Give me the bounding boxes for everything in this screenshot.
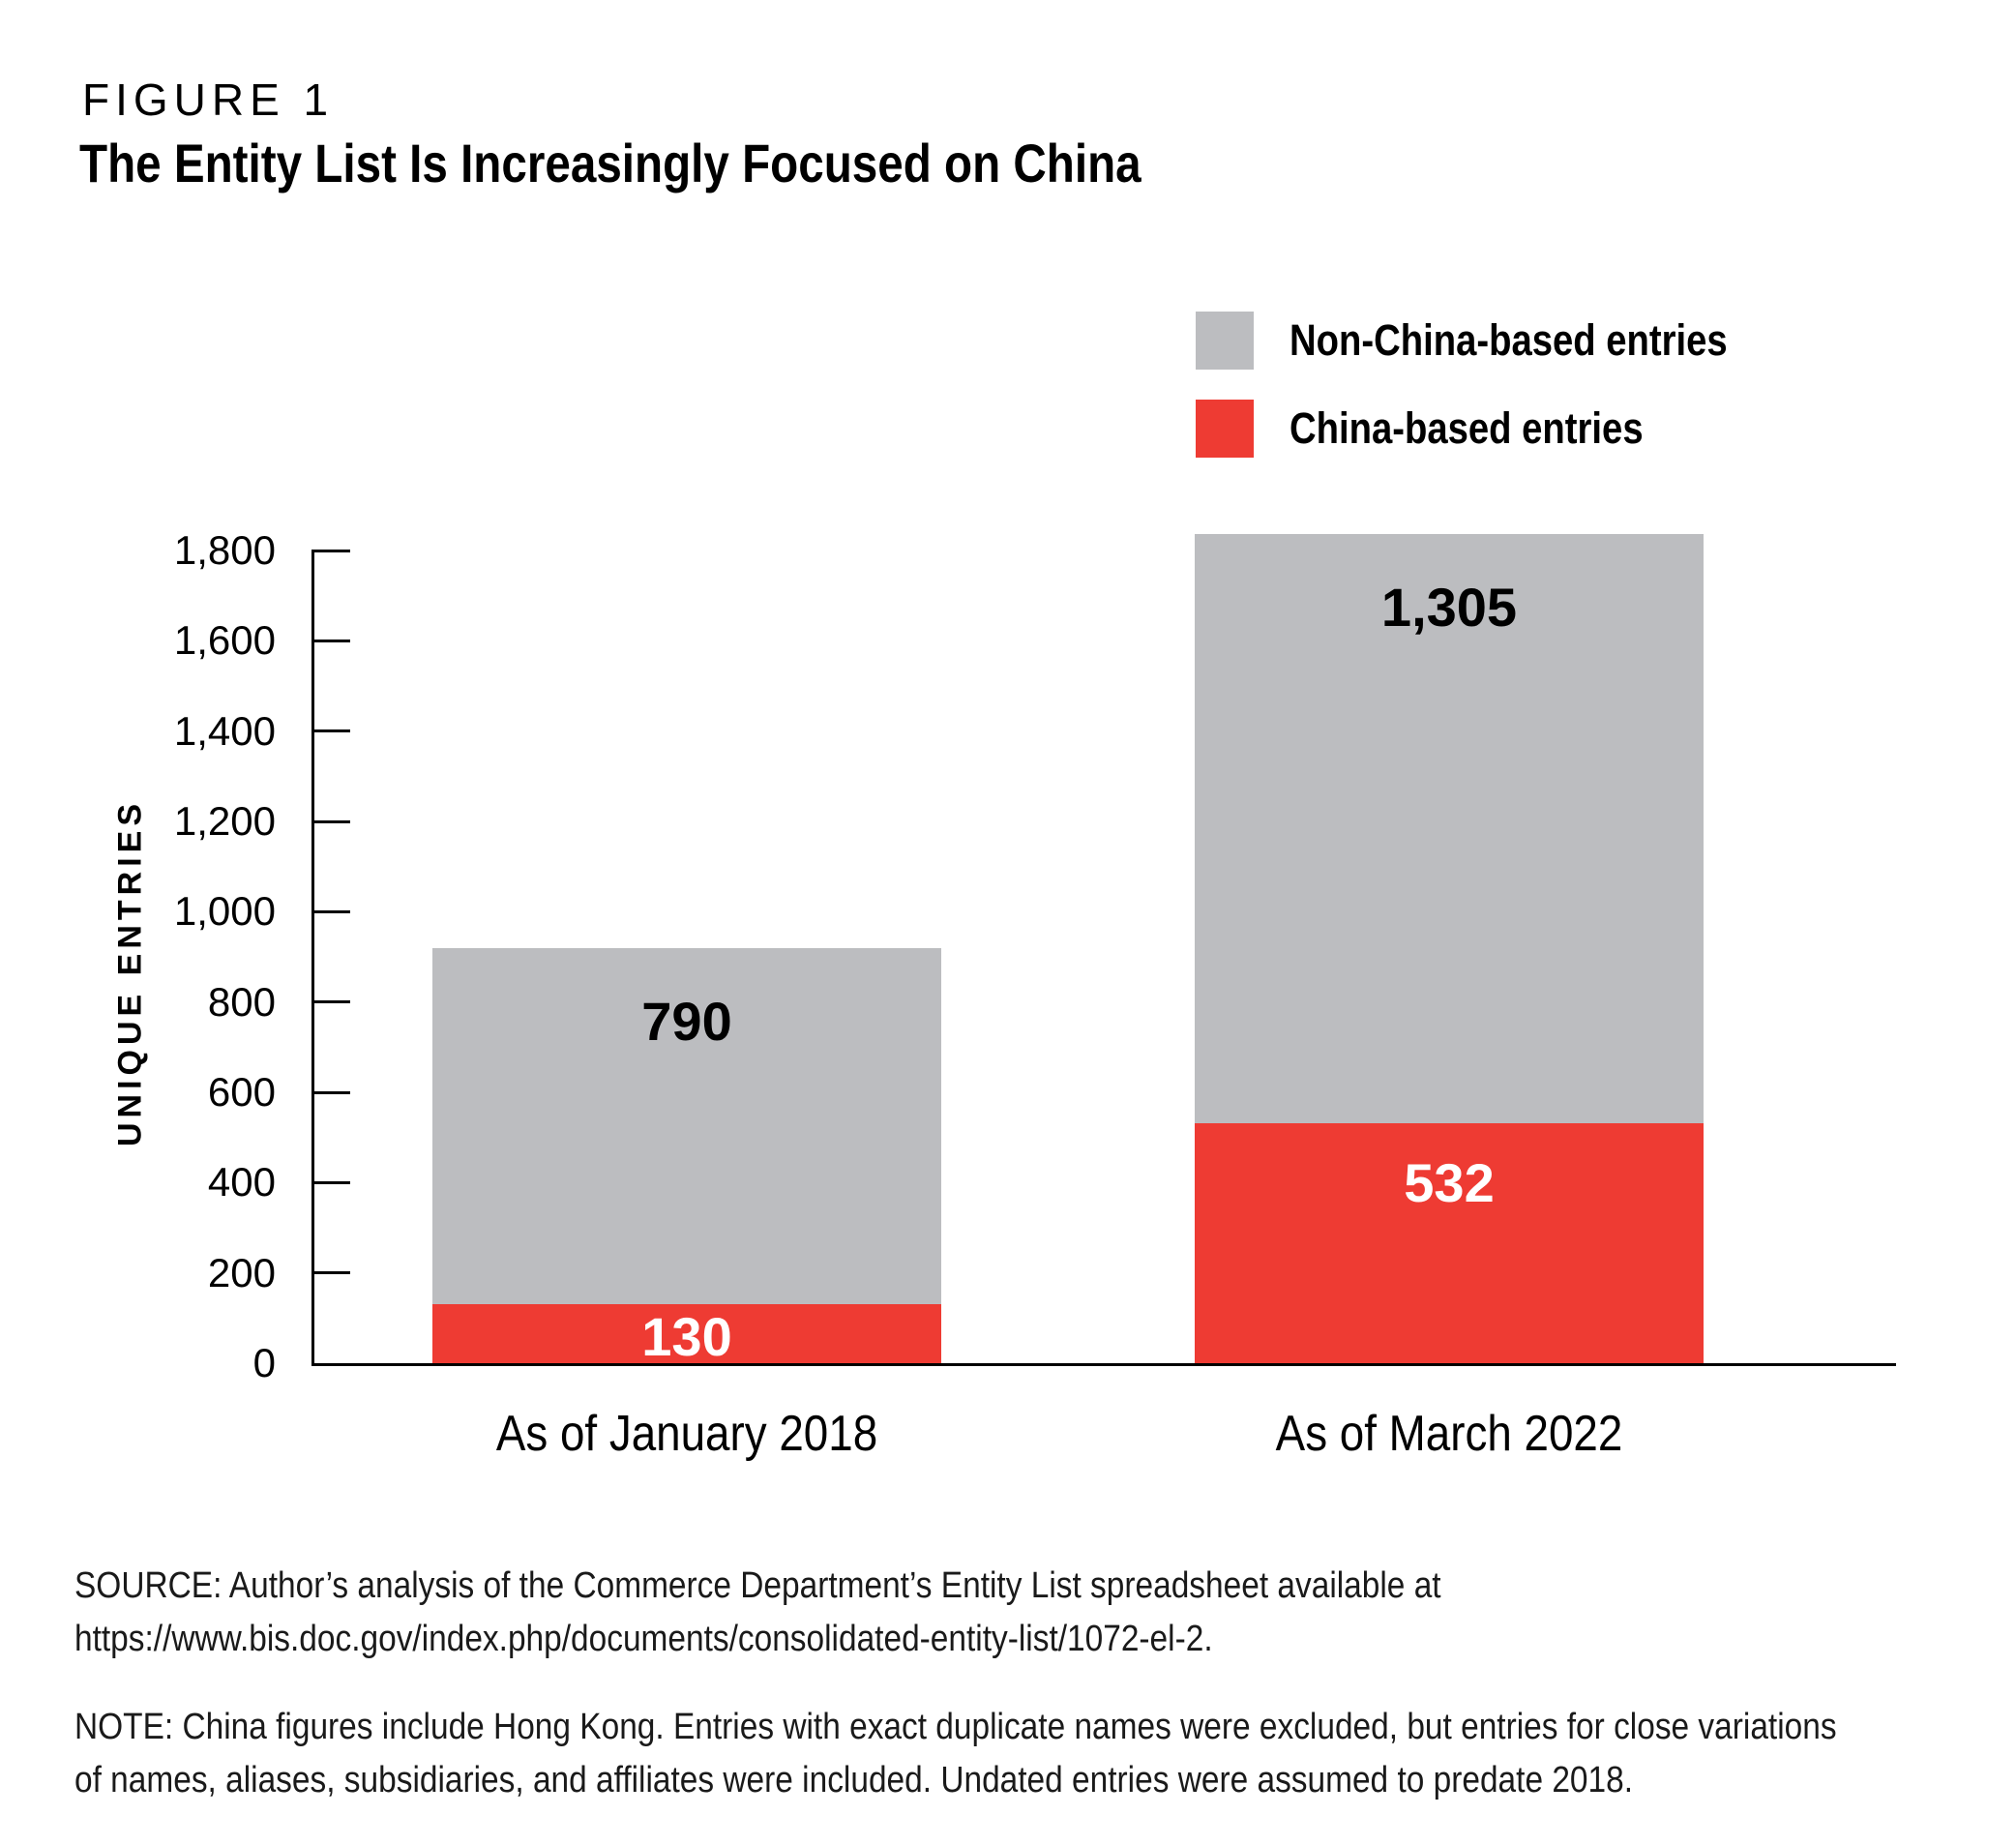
y-tick-mark-1600	[311, 639, 350, 642]
y-axis-line	[311, 551, 314, 1366]
figure-kicker: FIGURE 1	[82, 74, 335, 125]
y-tick-label-600: 600	[207, 1069, 276, 1115]
bar-2-segment-non-china-based: 1,305	[1195, 533, 1704, 1123]
y-tick-mark-800	[311, 1000, 350, 1004]
note-line-1: NOTE: China figures include Hong Kong. E…	[74, 1707, 1837, 1747]
legend-swatch-non-china	[1196, 312, 1254, 370]
bar-1-segment-china-based: 130	[432, 1304, 941, 1363]
source-line-1: SOURCE: Author’s analysis of the Commerc…	[74, 1565, 1441, 1606]
x-category-label-1: As of January 2018	[495, 1406, 878, 1462]
y-tick-label-200: 200	[207, 1249, 276, 1295]
bar-1-value-label-non-china-based: 790	[641, 990, 732, 1052]
source-text: SOURCE: Author’s analysis of the Commerc…	[74, 1560, 1441, 1666]
x-axis-line	[311, 1363, 1896, 1366]
bar-2-value-label-china-based: 532	[1404, 1151, 1495, 1213]
legend-item-china: China-based entries	[1196, 400, 1805, 458]
y-tick-label-1000: 1,000	[173, 888, 276, 935]
y-tick-mark-1000	[311, 909, 350, 913]
y-tick-mark-200	[311, 1271, 350, 1275]
chart-legend: Non-China-based entries China-based entr…	[1196, 312, 1805, 488]
y-tick-mark-1200	[311, 819, 350, 823]
figure-title: The Entity List Is Increasingly Focused …	[79, 133, 1141, 193]
y-tick-label-1400: 1,400	[173, 707, 276, 754]
y-tick-mark-1800	[311, 549, 350, 552]
legend-item-non-china: Non-China-based entries	[1196, 312, 1805, 370]
y-tick-label-1600: 1,600	[173, 617, 276, 664]
x-category-label-2: As of March 2022	[1275, 1406, 1623, 1462]
y-tick-label-0: 0	[252, 1340, 276, 1385]
y-tick-label-400: 400	[207, 1159, 276, 1205]
legend-label-non-china: Non-China-based entries	[1290, 315, 1728, 365]
legend-label-china: China-based entries	[1290, 403, 1644, 453]
y-tick-label-1200: 1,200	[173, 798, 276, 844]
source-line-2: https://www.bis.doc.gov/index.php/docume…	[74, 1619, 1213, 1659]
legend-swatch-china	[1196, 400, 1254, 458]
y-tick-mark-600	[311, 1090, 350, 1094]
y-tick-mark-1400	[311, 729, 350, 733]
y-tick-label-1800: 1,800	[173, 527, 276, 573]
bar-2-value-label-non-china-based: 1,305	[1380, 576, 1518, 638]
bar-2-segment-china-based: 532	[1195, 1122, 1704, 1363]
bar-1-segment-non-china-based: 790	[432, 947, 941, 1305]
y-tick-label-800: 800	[207, 978, 276, 1025]
note-text: NOTE: China figures include Hong Kong. E…	[74, 1701, 1837, 1807]
y-tick-mark-400	[311, 1180, 350, 1184]
bar-1-value-label-china-based: 130	[641, 1305, 732, 1367]
note-line-2: of names, aliases, subsidiaries, and aff…	[74, 1760, 1634, 1800]
